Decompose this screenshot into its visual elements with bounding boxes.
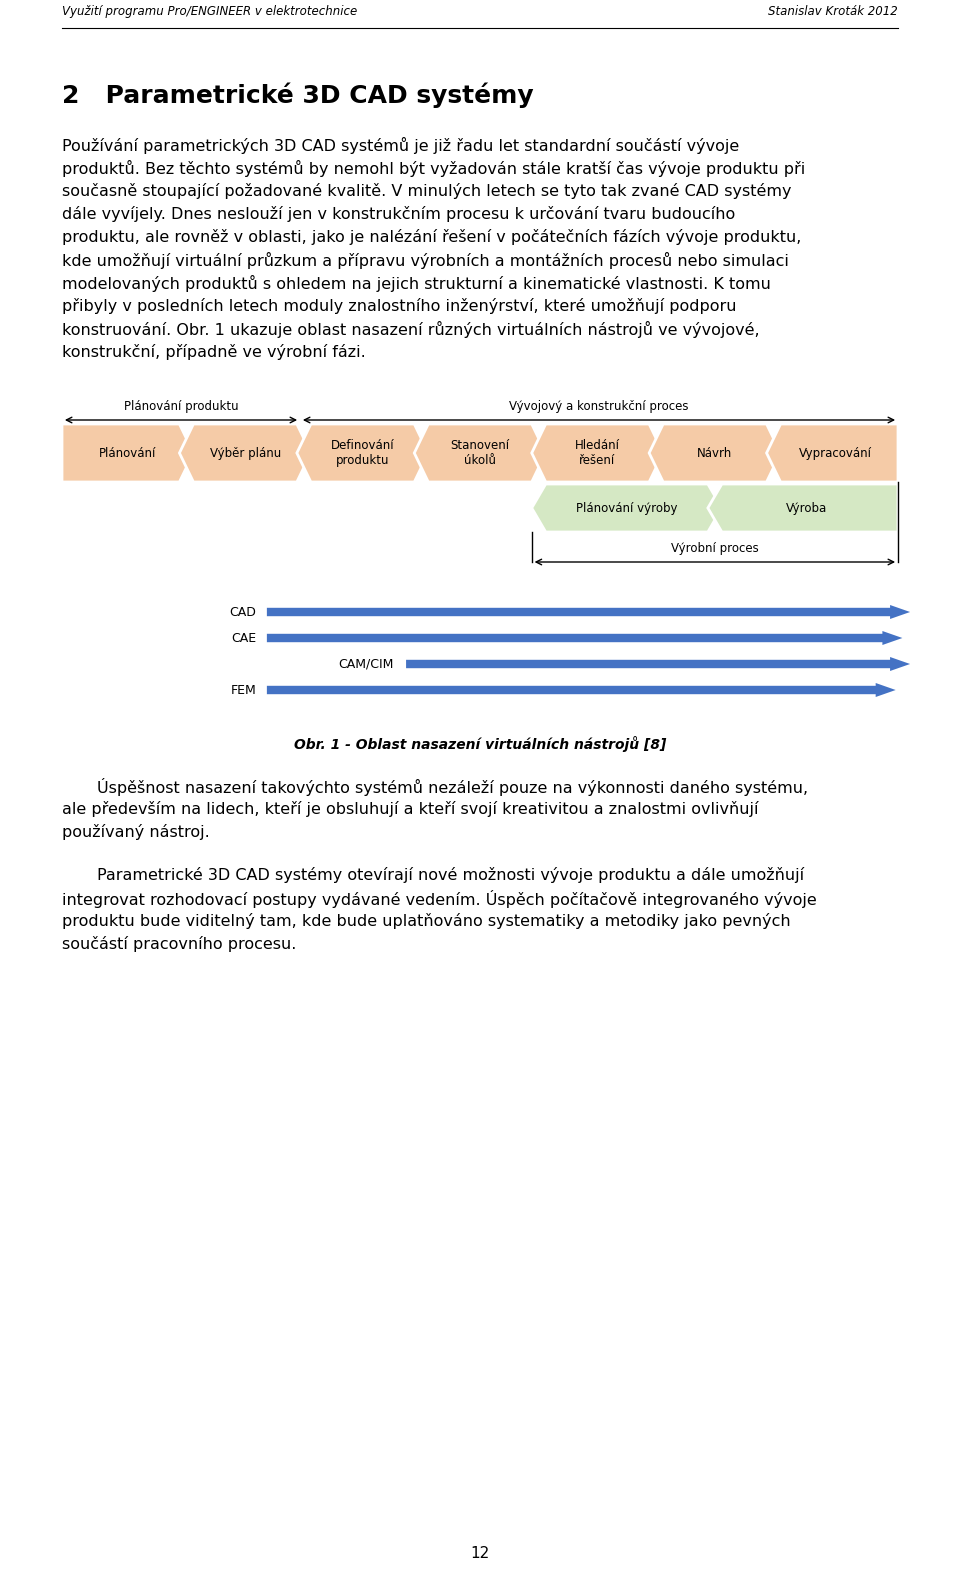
Text: konstrukční, případně ve výrobní fázi.: konstrukční, případně ve výrobní fázi. [62,344,366,359]
Text: CAE: CAE [231,632,256,644]
Text: FEM: FEM [230,684,256,697]
Text: Stanislav Kroták 2012: Stanislav Kroták 2012 [768,5,898,17]
Polygon shape [267,632,902,644]
Text: Vývojový a konstrukční proces: Vývojový a konstrukční proces [509,400,688,413]
Text: Používání parametrických 3D CAD systémů je již řadu let standardní součástí vývo: Používání parametrických 3D CAD systémů … [62,138,739,154]
Text: modelovaných produktů s ohledem na jejich strukturní a kinematické vlastnosti. K: modelovaných produktů s ohledem na jejic… [62,275,771,291]
Text: Výrobní proces: Výrobní proces [671,541,758,556]
Text: Plánování výroby: Plánování výroby [576,502,678,514]
Text: přibyly v posledních letech moduly znalostního inženýrství, které umožňují podpo: přibyly v posledních letech moduly znalo… [62,298,736,313]
Text: produktu, ale rovněž v oblasti, jako je nalézání řešení v počátečních fázích výv: produktu, ale rovněž v oblasti, jako je … [62,230,802,245]
Text: Využití programu Pro/ENGINEER v elektrotechnice: Využití programu Pro/ENGINEER v elektrot… [62,5,357,17]
Text: používaný nástroj.: používaný nástroj. [62,825,209,841]
Text: Plánování produktu: Plánování produktu [124,400,238,413]
Text: produktu bude viditelný tam, kde bude uplatňováno systematiky a metodiky jako pe: produktu bude viditelný tam, kde bude up… [62,913,791,929]
Text: produktů. Bez těchto systémů by nemohl být vyžadován stále kratší čas vývoje pro: produktů. Bez těchto systémů by nemohl b… [62,160,805,177]
Text: současně stoupající požadované kvalitě. V minulých letech se tyto tak zvané CAD : současně stoupající požadované kvalitě. … [62,184,791,199]
Text: Parametrické 3D CAD systémy otevírají nové možnosti vývoje produktu a dále umožň: Parametrické 3D CAD systémy otevírají no… [97,867,804,883]
Text: CAD: CAD [229,606,256,619]
Polygon shape [532,484,722,532]
Text: Hledání
řešení: Hledání řešení [575,438,620,467]
Text: kde umožňují virtuální průzkum a přípravu výrobních a montážních procesů nebo si: kde umožňují virtuální průzkum a příprav… [62,252,789,269]
Text: Vypracování: Vypracování [800,446,873,459]
Text: Výběr plánu: Výběr plánu [209,446,280,459]
Text: Stanovení
úkolů: Stanovení úkolů [450,438,510,467]
Text: integrovat rozhodovací postupy vydávané vedením. Úspěch počítačově integrovaného: integrovat rozhodovací postupy vydávané … [62,890,817,909]
Text: CAM/CIM: CAM/CIM [338,657,394,671]
Polygon shape [297,424,428,481]
Text: konstruování. Obr. 1 ukazuje oblast nasazení různých virtuálních nástrojů ve výv: konstruování. Obr. 1 ukazuje oblast nasa… [62,321,759,339]
Text: 12: 12 [470,1547,490,1561]
Text: 2   Parametrické 3D CAD systémy: 2 Parametrické 3D CAD systémy [62,82,534,108]
Polygon shape [180,424,311,481]
Text: Obr. 1 - Oblast nasazení virtuálních nástrojů [8]: Obr. 1 - Oblast nasazení virtuálních nás… [294,736,666,752]
Text: Definování
produktu: Definování produktu [331,438,395,467]
Text: Návrh: Návrh [697,446,732,459]
Polygon shape [267,605,910,619]
Polygon shape [406,657,910,671]
Polygon shape [767,424,898,481]
Text: Plánování: Plánování [99,446,156,459]
Text: ale především na lidech, kteří je obsluhují a kteří svojí kreativitou a znalostm: ale především na lidech, kteří je obsluh… [62,801,758,817]
Polygon shape [532,424,663,481]
Text: součástí pracovního procesu.: součástí pracovního procesu. [62,936,297,951]
Text: Úspěšnost nasazení takovýchto systémů nezáleží pouze na výkonnosti daného systém: Úspěšnost nasazení takovýchto systémů ne… [97,777,808,796]
Polygon shape [649,424,780,481]
Polygon shape [708,484,898,532]
Polygon shape [267,682,896,697]
Text: dále vyvíjely. Dnes neslouží jen v konstrukčním procesu k určování tvaru budoucí: dále vyvíjely. Dnes neslouží jen v konst… [62,206,735,222]
Polygon shape [415,424,545,481]
Polygon shape [62,424,193,481]
Text: Výroba: Výroba [786,502,828,514]
